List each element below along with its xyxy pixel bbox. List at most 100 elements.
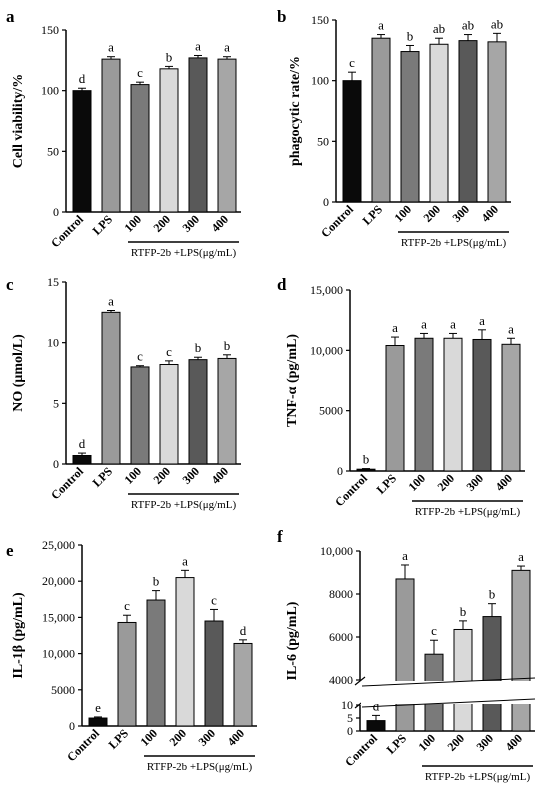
x-tick-label: LPS (384, 731, 410, 757)
x-tick-label: LPS (90, 464, 116, 490)
x-tick-label: 200 (444, 731, 467, 754)
significance-letter: b (195, 340, 202, 355)
y-tick-label: 8000 (329, 587, 353, 601)
axis-break-gap (361, 681, 536, 704)
x-tick-label: 400 (208, 464, 231, 487)
significance-letter: b (460, 604, 467, 619)
panel-letter: c (6, 275, 14, 294)
y-tick-label: 0 (347, 724, 353, 738)
significance-letter: a (195, 38, 201, 53)
x-tick-label: 200 (150, 212, 173, 235)
bar (443, 337, 463, 472)
bar (117, 621, 137, 727)
y-axis-title: NO (μmol/L) (11, 334, 26, 412)
y-tick-label: 4000 (329, 673, 353, 687)
significance-letter: c (124, 598, 130, 613)
bar (101, 311, 121, 465)
bar (511, 569, 531, 732)
y-tick-label: 5 (347, 711, 353, 725)
bar (188, 359, 208, 465)
significance-letter: a (402, 548, 408, 563)
significance-letter: d (79, 71, 86, 86)
significance-letter: a (392, 320, 398, 335)
panel-letter: a (6, 7, 15, 26)
y-tick-label: 10 (341, 698, 353, 712)
y-tick-label: 150 (311, 13, 329, 27)
bar (217, 58, 237, 213)
bar (371, 37, 391, 203)
panel-letter: d (277, 275, 287, 294)
x-tick-label: 300 (463, 471, 486, 494)
significance-letter: a (508, 321, 514, 336)
bar (217, 357, 237, 465)
y-tick-label: 0 (337, 464, 343, 478)
bar (414, 337, 434, 472)
bar (175, 577, 195, 727)
y-axis-title: phagocytic rate/% (288, 56, 303, 166)
x-tick-label: 100 (121, 464, 144, 487)
significance-letter: b (224, 338, 231, 353)
significance-letter: ab (491, 16, 503, 31)
y-tick-label: 10,000 (320, 544, 353, 558)
bar (204, 620, 224, 727)
y-axis-title: Cell viability/% (11, 74, 26, 169)
bar (385, 345, 405, 472)
significance-letter: ab (462, 18, 474, 33)
y-tick-label: 5000 (319, 404, 343, 418)
x-tick-label: 200 (420, 202, 443, 225)
significance-letter: b (363, 452, 370, 467)
bar (482, 616, 502, 732)
axis-break-line (361, 677, 536, 687)
y-tick-label: 10,000 (42, 647, 75, 661)
panel-letter: e (6, 541, 14, 560)
treatment-label: RTFP-2b +LPS(μg/mL) (415, 506, 521, 518)
bar (458, 40, 478, 203)
bar (72, 90, 92, 213)
treatment-label: RTFP-2b +LPS(μg/mL) (147, 761, 253, 773)
x-tick-label: 300 (195, 726, 218, 749)
y-tick-label: 0 (323, 195, 329, 209)
x-tick-label: 400 (224, 726, 247, 749)
bar (130, 366, 150, 465)
bar (159, 68, 179, 213)
significance-letter: a (518, 549, 524, 564)
bar (453, 628, 473, 732)
bar (400, 51, 420, 203)
treatment-label: RTFP-2b +LPS(μg/mL) (131, 247, 237, 259)
x-tick-label: 200 (166, 726, 189, 749)
significance-letter: ab (433, 21, 445, 36)
x-tick-label: 400 (502, 731, 525, 754)
x-tick-label: 300 (473, 731, 496, 754)
bar (429, 43, 449, 203)
bar (395, 578, 415, 732)
x-tick-label: 400 (208, 212, 231, 235)
panel-letter: b (277, 7, 286, 26)
y-tick-label: 150 (41, 23, 59, 37)
y-tick-label: 10 (47, 336, 59, 350)
bar (501, 343, 521, 472)
x-tick-label: LPS (90, 212, 116, 238)
y-tick-label: 15 (47, 275, 59, 289)
significance-letter: b (166, 49, 173, 64)
bar (342, 80, 362, 203)
chart-panel-f: fIL-6 (pg/mL)40006000800010,0000510dacbb… (277, 527, 536, 783)
treatment-label: RTFP-2b +LPS(μg/mL) (401, 237, 507, 249)
significance-letter: b (407, 28, 414, 43)
bar (188, 57, 208, 213)
significance-letter: c (137, 65, 143, 80)
x-tick-label: 300 (179, 212, 202, 235)
significance-letter: a (224, 40, 230, 55)
bar (233, 642, 253, 727)
treatment-label: RTFP-2b +LPS(μg/mL) (131, 499, 237, 511)
significance-letter: c (431, 623, 437, 638)
treatment-label: RTFP-2b +LPS(μg/mL) (425, 771, 531, 783)
y-tick-label: 100 (311, 74, 329, 88)
significance-letter: a (108, 40, 114, 55)
x-tick-label: LPS (360, 202, 386, 228)
significance-letter: a (108, 294, 114, 309)
axis-break-mark (354, 676, 366, 686)
y-tick-label: 25,000 (42, 538, 75, 552)
significance-letter: a (421, 316, 427, 331)
